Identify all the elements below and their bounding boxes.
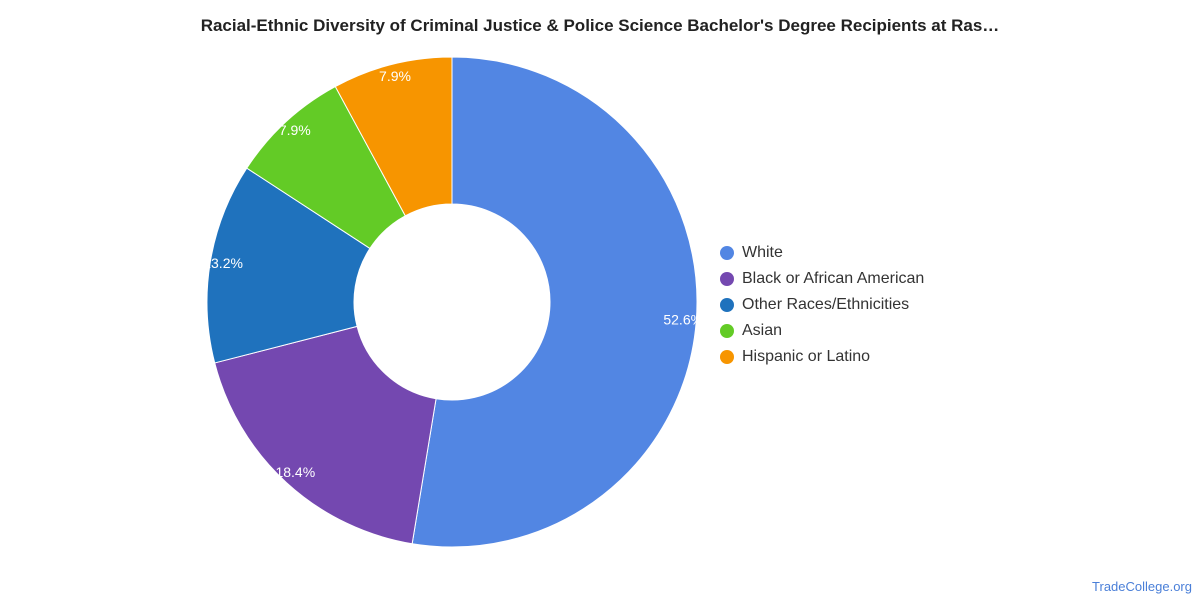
slice-white[interactable] xyxy=(411,56,698,548)
slice-hispanic-or-latino[interactable] xyxy=(334,56,453,217)
legend-item[interactable]: Other Races/Ethnicities xyxy=(720,292,924,318)
legend-item[interactable]: White xyxy=(720,240,924,266)
slice-other-races-ethnicities[interactable] xyxy=(206,167,371,364)
chart-legend: White Black or African American Other Race… xyxy=(720,240,924,370)
legend-label: Black or African American xyxy=(742,270,925,287)
slice-label: 13.2% xyxy=(203,255,243,271)
slice-label: 18.4% xyxy=(275,464,315,480)
legend-swatch xyxy=(720,298,734,312)
slice-label: 52.6% xyxy=(663,312,703,328)
slice-label: 7.9% xyxy=(279,122,311,138)
source-credit[interactable]: TradeCollege.org xyxy=(1092,579,1192,594)
legend-item[interactable]: Hispanic or Latino xyxy=(720,344,924,370)
legend-label: Other Races/Ethnicities xyxy=(742,296,910,313)
legend-swatch xyxy=(720,324,734,338)
legend-item[interactable]: Black or African American xyxy=(720,266,924,292)
legend-item[interactable]: Asian xyxy=(720,318,924,344)
legend-swatch xyxy=(720,272,734,286)
legend-label: Hispanic or Latino xyxy=(742,348,871,365)
chart-title: Racial-Ethnic Diversity of Criminal Just… xyxy=(200,16,1000,35)
slice-label: 7.9% xyxy=(379,68,411,84)
legend-swatch xyxy=(720,350,734,364)
slice-black-or-african-american[interactable] xyxy=(214,325,437,545)
legend-swatch xyxy=(720,246,734,260)
legend-label: Asian xyxy=(742,322,783,339)
legend-label: White xyxy=(742,244,783,261)
